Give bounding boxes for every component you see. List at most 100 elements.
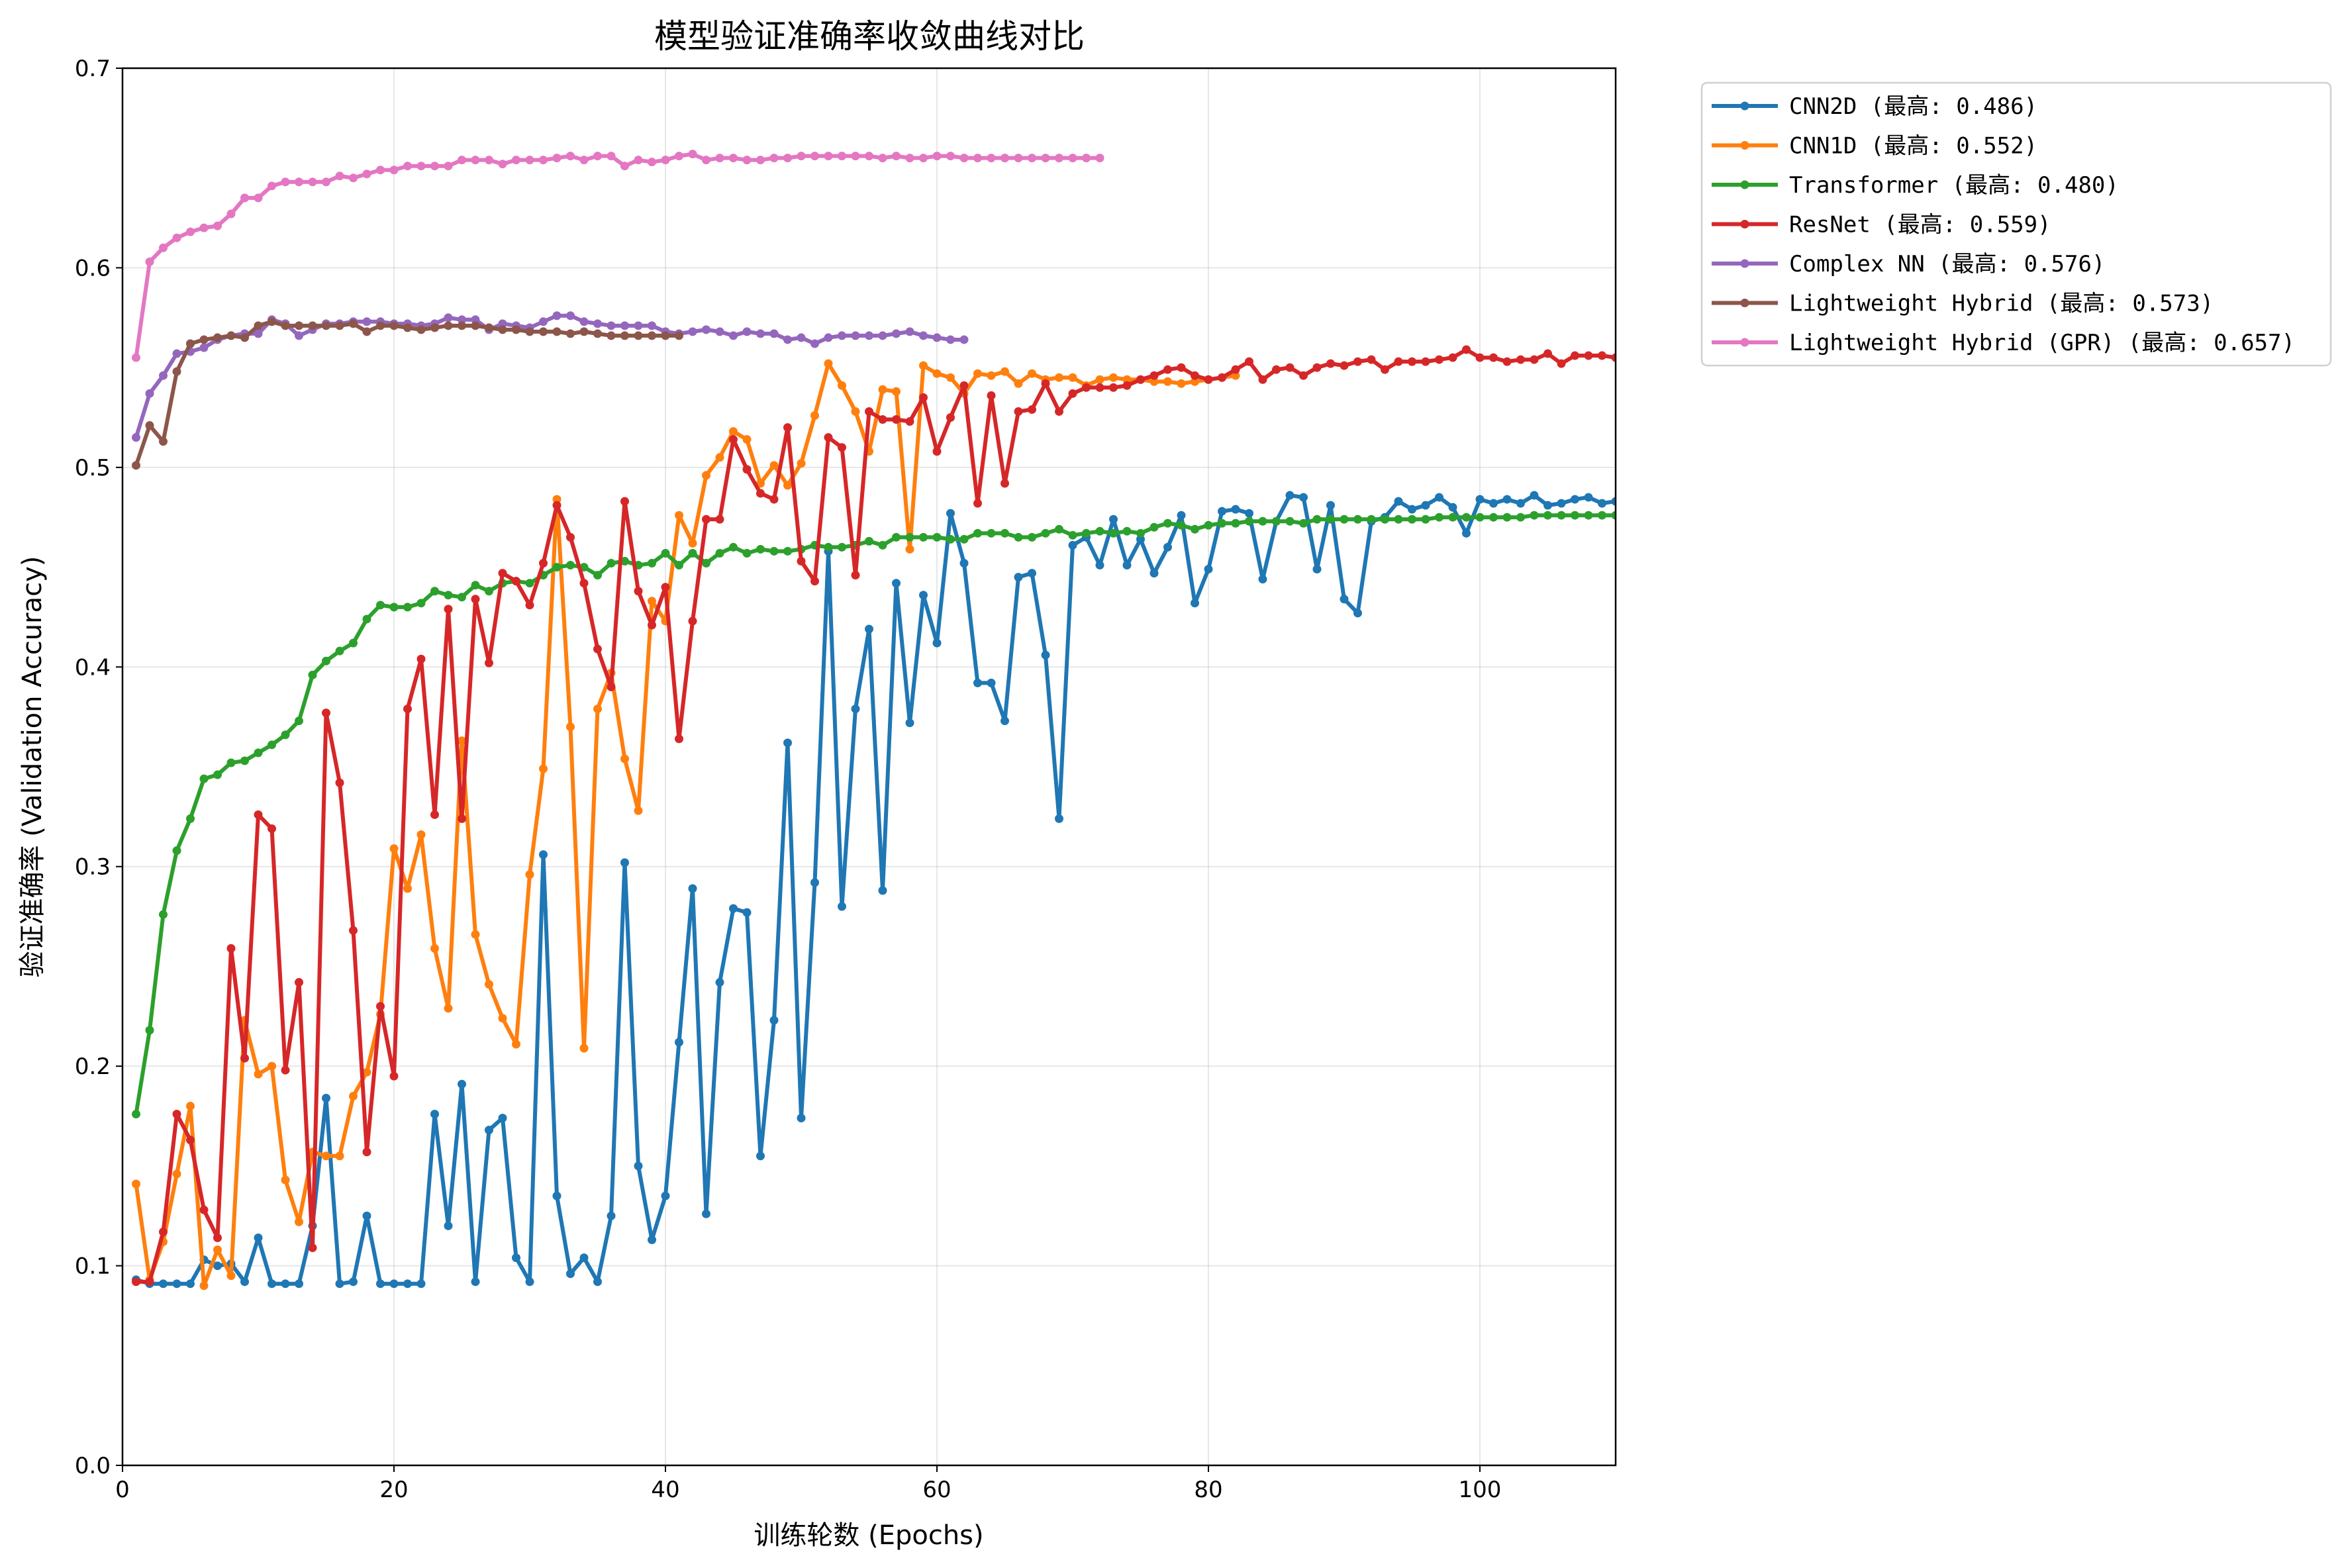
- data-point: [1068, 373, 1077, 382]
- data-point: [729, 542, 738, 552]
- data-point: [1435, 355, 1443, 364]
- data-point: [756, 156, 765, 165]
- data-point: [959, 335, 969, 344]
- data-point: [620, 497, 629, 506]
- data-point: [1312, 514, 1322, 524]
- data-point: [362, 614, 371, 624]
- data-point: [1191, 599, 1199, 608]
- data-point: [756, 329, 765, 338]
- data-point: [1136, 528, 1145, 538]
- legend-swatch-marker: [1740, 299, 1749, 307]
- data-point: [186, 1101, 195, 1110]
- data-point: [254, 748, 263, 758]
- data-point: [675, 1038, 683, 1047]
- data-point: [1530, 511, 1539, 520]
- data-point: [783, 738, 792, 748]
- data-point: [1191, 377, 1199, 386]
- data-point: [132, 1109, 140, 1118]
- data-point: [1177, 520, 1186, 530]
- data-point: [688, 884, 697, 893]
- data-point: [145, 389, 154, 398]
- data-point: [1462, 528, 1471, 538]
- y-tick-label: 0.7: [75, 56, 111, 82]
- data-point: [607, 1211, 616, 1220]
- data-point: [1272, 365, 1281, 374]
- data-point: [525, 870, 534, 879]
- data-point: [199, 1281, 209, 1291]
- data-point: [987, 391, 996, 400]
- data-point: [159, 910, 168, 919]
- data-point: [1258, 516, 1267, 526]
- data-point: [159, 371, 168, 380]
- data-point: [498, 569, 507, 578]
- data-point: [416, 654, 426, 663]
- data-point: [1367, 355, 1376, 364]
- data-point: [1571, 495, 1579, 504]
- data-point: [932, 152, 942, 161]
- legend-swatch-marker: [1740, 220, 1749, 228]
- data-point: [199, 343, 209, 352]
- data-point: [335, 778, 344, 787]
- data-point: [1367, 514, 1376, 524]
- data-point: [973, 678, 982, 687]
- data-point: [579, 1044, 589, 1053]
- data-point: [797, 333, 806, 342]
- data-point: [878, 154, 887, 163]
- data-point: [240, 756, 249, 765]
- data-point: [675, 734, 683, 744]
- data-point: [1204, 375, 1213, 384]
- data-point: [539, 317, 548, 326]
- data-point: [1068, 530, 1077, 540]
- data-point: [634, 806, 643, 815]
- data-point: [648, 331, 656, 340]
- legend-label: ResNet (最高: 0.559): [1789, 212, 2051, 238]
- data-point: [349, 638, 358, 648]
- data-point: [1055, 814, 1063, 823]
- data-point: [430, 1109, 439, 1118]
- data-point: [471, 930, 480, 939]
- data-point: [987, 528, 996, 538]
- data-point: [1285, 516, 1294, 526]
- data-point: [1231, 518, 1240, 528]
- y-tick-label: 0.4: [75, 654, 111, 681]
- legend-item: CNN2D (最高: 0.486): [1712, 93, 2037, 120]
- data-point: [172, 1109, 181, 1118]
- data-point: [620, 331, 629, 340]
- data-point: [308, 177, 317, 187]
- data-point: [648, 597, 656, 606]
- data-point: [742, 156, 752, 165]
- data-point: [1082, 528, 1091, 538]
- data-point: [1598, 499, 1606, 508]
- data-point: [688, 616, 697, 626]
- data-point: [1041, 650, 1050, 660]
- chart-title: 模型验证准确率收敛曲线对比: [654, 17, 1085, 56]
- data-point: [199, 223, 209, 232]
- data-point: [1122, 375, 1132, 384]
- legend-item: Lightweight Hybrid (GPR) (最高: 0.657): [1712, 330, 2295, 356]
- data-point: [1122, 526, 1132, 536]
- data-point: [1055, 373, 1063, 382]
- legend-swatch-marker: [1740, 338, 1749, 347]
- data-point: [838, 542, 846, 552]
- data-point: [349, 1277, 358, 1287]
- data-point: [566, 722, 575, 732]
- data-point: [865, 624, 873, 634]
- data-point: [1001, 528, 1009, 538]
- data-point: [1489, 353, 1498, 362]
- data-point: [715, 514, 724, 524]
- data-point: [1122, 381, 1132, 390]
- data-point: [295, 321, 303, 330]
- data-point: [905, 154, 914, 163]
- data-point: [878, 540, 887, 550]
- data-point: [525, 601, 534, 610]
- data-point: [675, 561, 683, 570]
- data-point: [226, 944, 236, 953]
- data-point: [1095, 154, 1104, 163]
- data-point: [389, 166, 399, 175]
- data-point: [593, 1277, 602, 1287]
- data-point: [919, 393, 928, 402]
- data-point: [389, 844, 399, 854]
- data-point: [688, 548, 697, 558]
- x-tick-label: 0: [115, 1477, 130, 1503]
- data-point: [919, 331, 928, 340]
